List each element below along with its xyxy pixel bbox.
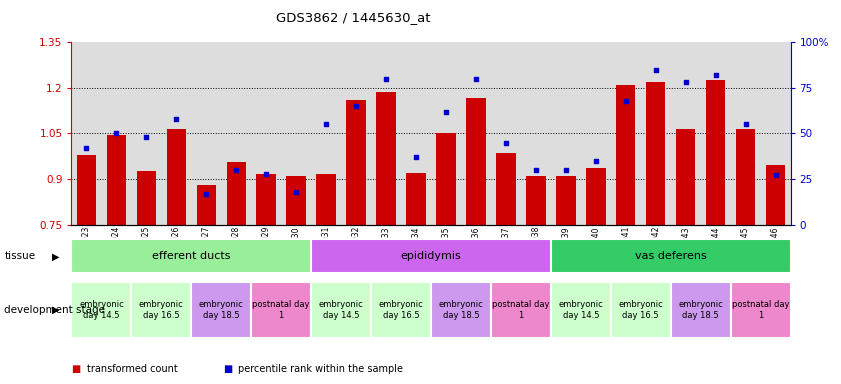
Bar (226, 162, 246, 225)
Text: embryonic
day 16.5: embryonic day 16.5 (139, 300, 183, 320)
Bar (586, 169, 606, 225)
Text: epididymis: epididymis (400, 251, 462, 262)
Point (170, 116, 183, 122)
Bar (131, 282, 191, 338)
Point (529, 167, 542, 173)
Bar (167, 129, 186, 225)
Bar (376, 93, 396, 225)
Point (410, 154, 423, 160)
Text: embryonic
day 18.5: embryonic day 18.5 (199, 300, 244, 320)
Bar (551, 282, 611, 338)
Bar (436, 134, 456, 225)
Bar (136, 171, 156, 225)
Bar (77, 155, 96, 225)
Bar (491, 282, 551, 338)
Point (709, 72, 722, 78)
Bar (316, 174, 336, 225)
Bar (736, 129, 755, 225)
Point (739, 121, 753, 127)
Text: development stage: development stage (4, 305, 105, 315)
Point (769, 172, 782, 179)
Bar (611, 282, 670, 338)
Point (320, 121, 333, 127)
Text: efferent ducts: efferent ducts (152, 251, 230, 262)
Bar (251, 282, 311, 338)
Text: embryonic
day 16.5: embryonic day 16.5 (618, 300, 663, 320)
Point (80, 145, 93, 151)
Text: ■: ■ (71, 364, 81, 374)
Bar (71, 282, 131, 338)
Bar (346, 100, 366, 225)
Bar (766, 166, 785, 225)
Bar (311, 239, 551, 273)
Text: postnatal day
1: postnatal day 1 (252, 300, 310, 320)
Text: percentile rank within the sample: percentile rank within the sample (238, 364, 403, 374)
Text: embryonic
day 14.5: embryonic day 14.5 (558, 300, 603, 320)
Point (679, 79, 692, 86)
Text: embryonic
day 14.5: embryonic day 14.5 (319, 300, 363, 320)
Text: vas deferens: vas deferens (635, 251, 706, 262)
Text: postnatal day
1: postnatal day 1 (732, 300, 790, 320)
Text: embryonic
day 18.5: embryonic day 18.5 (679, 300, 723, 320)
Bar (496, 153, 516, 225)
Text: embryonic
day 18.5: embryonic day 18.5 (439, 300, 484, 320)
Point (559, 167, 573, 173)
Point (109, 131, 123, 137)
Bar (371, 282, 431, 338)
Bar (466, 98, 486, 225)
Bar (191, 282, 251, 338)
Bar (676, 129, 696, 225)
Text: tissue: tissue (4, 251, 35, 262)
Bar (257, 174, 276, 225)
Text: ▶: ▶ (52, 251, 60, 262)
Bar (431, 282, 491, 338)
Point (500, 139, 513, 146)
Text: embryonic
day 16.5: embryonic day 16.5 (378, 300, 423, 320)
Point (439, 109, 452, 115)
Bar (287, 176, 306, 225)
Bar (551, 239, 791, 273)
Point (260, 170, 273, 177)
Point (649, 66, 663, 73)
Text: transformed count: transformed count (87, 364, 177, 374)
Bar (616, 85, 636, 225)
Point (140, 134, 153, 140)
Bar (71, 239, 311, 273)
Point (589, 158, 602, 164)
Point (379, 76, 393, 82)
Bar (646, 82, 665, 225)
Text: postnatal day
1: postnatal day 1 (492, 300, 550, 320)
Bar (406, 173, 426, 225)
Text: ■: ■ (223, 364, 232, 374)
Point (230, 167, 243, 173)
Text: ▶: ▶ (52, 305, 60, 315)
Text: embryonic
day 14.5: embryonic day 14.5 (79, 300, 124, 320)
Bar (731, 282, 791, 338)
Bar (556, 176, 575, 225)
Bar (670, 282, 731, 338)
Text: GDS3862 / 1445630_at: GDS3862 / 1445630_at (276, 12, 431, 25)
Bar (107, 135, 126, 225)
Point (619, 98, 632, 104)
Point (199, 190, 213, 197)
Bar (526, 176, 546, 225)
Point (349, 103, 362, 109)
Point (289, 189, 303, 195)
Bar (311, 282, 371, 338)
Point (469, 76, 483, 82)
Bar (197, 185, 216, 225)
Bar (706, 80, 726, 225)
